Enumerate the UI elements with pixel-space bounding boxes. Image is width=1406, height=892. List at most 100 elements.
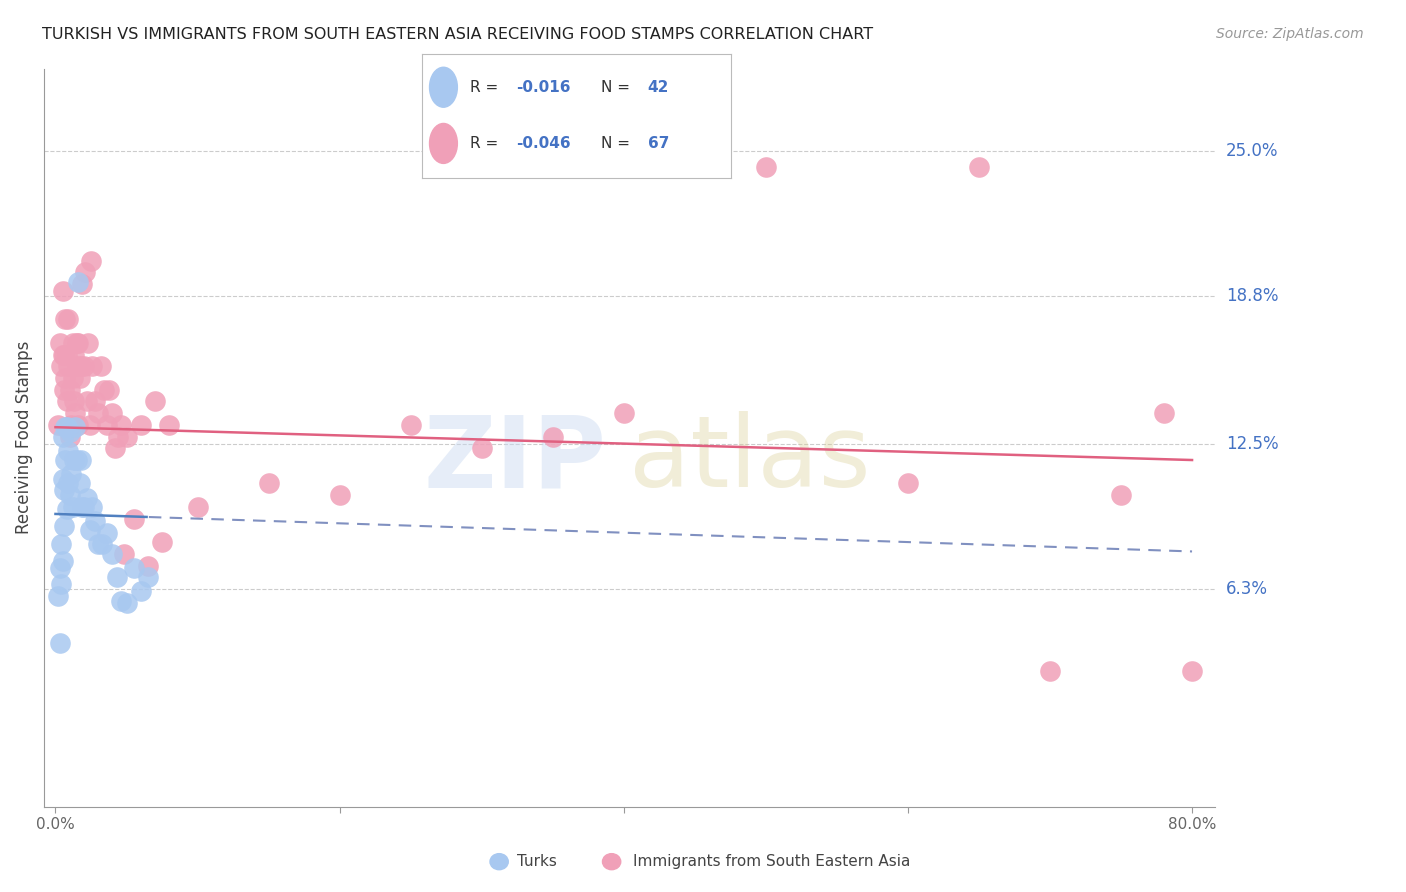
- Y-axis label: Receiving Food Stamps: Receiving Food Stamps: [15, 341, 32, 534]
- Point: [48, 636, 70, 650]
- Point: [110, 593, 132, 607]
- Point: [52, 472, 75, 486]
- Point: [90, 359, 112, 374]
- Point: [52, 554, 75, 568]
- Point: [136, 558, 159, 573]
- Point: [55, 371, 77, 385]
- Text: 12.5%: 12.5%: [1226, 434, 1278, 452]
- Text: 25.0%: 25.0%: [1226, 142, 1278, 160]
- Point: [65, 406, 87, 420]
- Point: [72, 277, 94, 292]
- Point: [107, 429, 129, 443]
- Point: [63, 347, 86, 361]
- Point: [75, 265, 97, 279]
- Point: [53, 383, 76, 397]
- Point: [84, 394, 107, 409]
- Text: 6.3%: 6.3%: [1226, 580, 1268, 598]
- Point: [1153, 406, 1175, 420]
- Point: [115, 596, 138, 610]
- Point: [56, 420, 79, 434]
- Point: [48, 561, 70, 575]
- Point: [46, 589, 69, 603]
- Text: N =: N =: [602, 79, 636, 95]
- Text: ZIP: ZIP: [423, 411, 606, 508]
- Point: [143, 394, 166, 409]
- Point: [129, 417, 152, 432]
- Point: [60, 417, 83, 432]
- Point: [87, 406, 110, 420]
- Text: 42: 42: [648, 79, 669, 95]
- Point: [96, 417, 118, 432]
- Point: [63, 453, 86, 467]
- Text: Source: ZipAtlas.com: Source: ZipAtlas.com: [1216, 27, 1364, 41]
- Point: [112, 547, 135, 561]
- Text: N =: N =: [602, 136, 636, 151]
- Point: [65, 420, 87, 434]
- Point: [98, 383, 121, 397]
- Point: [69, 371, 91, 385]
- Point: [84, 514, 107, 528]
- Point: [104, 442, 127, 456]
- Point: [70, 453, 93, 467]
- Point: [73, 359, 96, 374]
- Point: [122, 511, 145, 525]
- Point: [55, 453, 77, 467]
- Point: [70, 359, 93, 374]
- Point: [56, 347, 79, 361]
- Text: R =: R =: [470, 136, 503, 151]
- Point: [613, 406, 636, 420]
- Point: [110, 417, 132, 432]
- Point: [59, 383, 82, 397]
- Point: [79, 417, 101, 432]
- Point: [56, 394, 79, 409]
- Point: [66, 453, 89, 467]
- Point: [49, 537, 72, 551]
- Point: [122, 561, 145, 575]
- Point: [49, 359, 72, 374]
- Point: [63, 394, 86, 409]
- Point: [67, 417, 90, 432]
- Text: TURKISH VS IMMIGRANTS FROM SOUTH EASTERN ASIA RECEIVING FOOD STAMPS CORRELATION : TURKISH VS IMMIGRANTS FROM SOUTH EASTERN…: [42, 27, 873, 42]
- Point: [67, 275, 90, 289]
- Point: [59, 429, 82, 443]
- Point: [157, 417, 180, 432]
- Point: [52, 284, 75, 298]
- Text: 67: 67: [648, 136, 669, 151]
- Point: [87, 537, 110, 551]
- Point: [101, 547, 124, 561]
- Point: [53, 483, 76, 498]
- Point: [96, 525, 118, 540]
- Point: [66, 359, 89, 374]
- Point: [82, 359, 104, 374]
- Point: [76, 491, 98, 505]
- Point: [58, 443, 80, 458]
- Text: 18.8%: 18.8%: [1226, 287, 1278, 305]
- Point: [55, 420, 77, 434]
- Point: [91, 537, 114, 551]
- Point: [52, 429, 75, 443]
- Point: [53, 347, 76, 361]
- Point: [755, 160, 778, 174]
- Point: [136, 570, 159, 584]
- Point: [187, 500, 209, 514]
- Point: [58, 312, 80, 326]
- Point: [1109, 488, 1132, 502]
- Point: [93, 383, 115, 397]
- Point: [56, 502, 79, 516]
- Point: [49, 577, 72, 591]
- Point: [48, 335, 70, 350]
- Point: [399, 417, 422, 432]
- Point: [60, 467, 83, 481]
- Point: [62, 335, 84, 350]
- Point: [72, 500, 94, 514]
- Text: atlas: atlas: [630, 411, 872, 508]
- Point: [101, 406, 124, 420]
- Point: [62, 371, 84, 385]
- Point: [1181, 664, 1204, 678]
- Point: [79, 524, 101, 538]
- Point: [59, 425, 82, 439]
- Point: [67, 335, 90, 350]
- Point: [59, 488, 82, 502]
- Text: R =: R =: [470, 79, 503, 95]
- Point: [66, 335, 89, 350]
